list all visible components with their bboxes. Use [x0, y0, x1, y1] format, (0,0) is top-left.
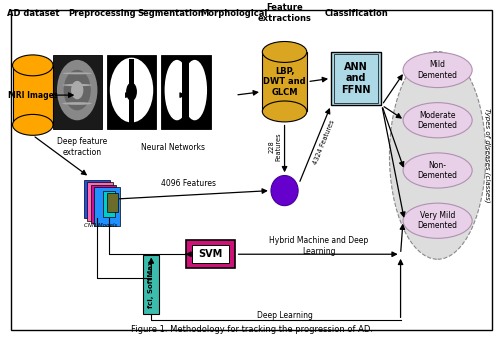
FancyBboxPatch shape: [87, 182, 113, 221]
FancyBboxPatch shape: [192, 245, 229, 264]
Ellipse shape: [403, 153, 472, 188]
Text: Morphological: Morphological: [200, 8, 268, 18]
Text: CNN Models: CNN Models: [84, 222, 117, 227]
Text: ANN
and
FFNN: ANN and FFNN: [342, 62, 371, 95]
Ellipse shape: [126, 83, 137, 101]
Text: Deep Learning: Deep Learning: [256, 311, 312, 320]
Ellipse shape: [262, 101, 307, 122]
Ellipse shape: [390, 52, 486, 259]
Ellipse shape: [182, 60, 207, 120]
Text: LBP,
DWT and
GLCM: LBP, DWT and GLCM: [263, 67, 306, 97]
Ellipse shape: [403, 52, 472, 88]
Text: Preprocessing: Preprocessing: [68, 8, 136, 18]
FancyBboxPatch shape: [103, 191, 115, 217]
Text: 228
Features: 228 Features: [268, 133, 281, 161]
Text: Neural Networks: Neural Networks: [142, 143, 206, 152]
FancyBboxPatch shape: [161, 55, 210, 129]
Ellipse shape: [62, 72, 92, 74]
Ellipse shape: [262, 41, 307, 62]
Text: Very Mild
Demented: Very Mild Demented: [418, 211, 458, 231]
Text: Feature
extractions: Feature extractions: [258, 3, 312, 23]
Text: Classification: Classification: [324, 8, 388, 18]
Text: AD dataset: AD dataset: [6, 8, 59, 18]
FancyBboxPatch shape: [332, 52, 381, 105]
FancyBboxPatch shape: [107, 55, 156, 129]
Ellipse shape: [403, 103, 472, 138]
Ellipse shape: [12, 55, 53, 76]
Text: Mild
Demented: Mild Demented: [418, 60, 458, 80]
Text: SVM: SVM: [198, 249, 222, 259]
Text: Figure 1. Methodology for tracking the progression of AD.: Figure 1. Methodology for tracking the p…: [132, 325, 374, 334]
FancyBboxPatch shape: [52, 55, 102, 129]
Text: Types of diseases (classes): Types of diseases (classes): [484, 108, 490, 203]
FancyBboxPatch shape: [129, 59, 134, 124]
Text: Segmentation: Segmentation: [138, 8, 204, 18]
FancyBboxPatch shape: [182, 61, 190, 123]
Ellipse shape: [57, 60, 98, 120]
FancyBboxPatch shape: [94, 187, 120, 225]
FancyBboxPatch shape: [262, 52, 307, 112]
FancyBboxPatch shape: [186, 240, 235, 269]
Text: Moderate
Demented: Moderate Demented: [418, 111, 458, 130]
Text: Hybrid Machine and Deep
Learning: Hybrid Machine and Deep Learning: [270, 236, 368, 255]
FancyBboxPatch shape: [84, 180, 110, 218]
Ellipse shape: [403, 203, 472, 238]
Ellipse shape: [164, 60, 190, 120]
Ellipse shape: [62, 84, 92, 86]
Text: MRI Images: MRI Images: [8, 91, 58, 100]
Ellipse shape: [64, 70, 91, 110]
Text: fcl, SoftMax: fcl, SoftMax: [148, 261, 154, 308]
FancyBboxPatch shape: [10, 10, 492, 330]
Text: Non-
Demented: Non- Demented: [418, 161, 458, 180]
Ellipse shape: [110, 58, 153, 123]
Ellipse shape: [271, 176, 298, 206]
Text: 4096 Features: 4096 Features: [161, 179, 216, 188]
Ellipse shape: [12, 114, 53, 135]
FancyBboxPatch shape: [144, 255, 159, 314]
Ellipse shape: [62, 102, 92, 105]
Text: Deep feature
extraction: Deep feature extraction: [57, 137, 108, 157]
FancyBboxPatch shape: [90, 185, 116, 223]
FancyBboxPatch shape: [107, 193, 118, 212]
FancyBboxPatch shape: [12, 65, 53, 125]
Text: 4324 Features: 4324 Features: [312, 119, 336, 165]
Ellipse shape: [71, 81, 84, 99]
